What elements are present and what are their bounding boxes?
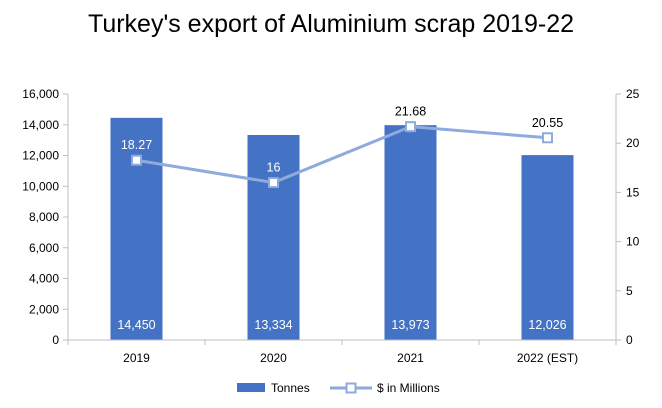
y-right-tick-label: 20 [626,136,640,150]
legend-label-tonnes: Tonnes [271,381,310,395]
line-point-1 [131,154,142,166]
line-point-4 [542,132,553,144]
bar-2 [247,134,300,340]
x-tick-label: 2021 [397,351,424,365]
line-point-3 [405,121,416,133]
y-left-tick-label: 8,000 [29,210,59,224]
legend-swatch-tonnes [237,383,265,392]
x-tick-label: 2022 (EST) [517,351,578,365]
y-left-tick-label: 4,000 [29,272,59,286]
bar-data-label: 14,450 [117,318,155,332]
line-point-2 [268,177,279,189]
legend-label-dollars: $ in Millions [377,381,440,395]
chart-title: Turkey's export of Aluminium scrap 2019-… [87,10,574,38]
y-left-tick-label: 14,000 [22,118,59,132]
y-left-tick-label: 2,000 [29,302,59,316]
y-left-tick-label: 0 [52,333,59,347]
line-data-label: 20.55 [532,116,563,130]
line-series-dollars [136,125,548,185]
x-tick-label: 2020 [260,351,287,365]
line-data-label: 18.27 [121,138,152,152]
line-data-label: 16 [267,161,281,175]
y-left-tick-label: 10,000 [22,179,59,193]
y-right-tick-label: 25 [626,87,640,101]
y-left-tick-label: 12,000 [22,149,59,163]
y-right-tick-label: 0 [626,333,633,347]
bar-4 [521,155,574,340]
y-right-tick-label: 15 [626,185,640,199]
bar-data-label: 13,973 [391,318,429,332]
line-data-label: 21.68 [395,105,426,119]
y-left-tick-label: 16,000 [22,87,59,101]
bar-3 [384,125,437,340]
legend-marker-dollars [345,382,357,394]
y-right-tick-label: 5 [626,284,633,298]
y-left-tick-label: 6,000 [29,241,59,255]
bar-data-label: 12,026 [528,318,566,332]
y-right-tick-label: 10 [626,235,640,249]
bar-data-label: 13,334 [254,318,292,332]
x-tick-label: 2019 [123,351,150,365]
